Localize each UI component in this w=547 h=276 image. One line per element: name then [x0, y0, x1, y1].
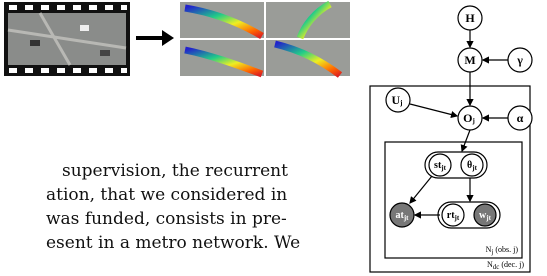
- node-label: H: [465, 11, 475, 25]
- node-label: α: [517, 111, 524, 125]
- plate-label: Ndc(dec. j): [487, 260, 524, 271]
- text-line: ation, that we considered in: [46, 185, 287, 205]
- node-labels: H M γ Uj Oj α stjt θjt atjt rtjt wjt Nj(…: [391, 11, 524, 271]
- graphical-model: [370, 6, 532, 272]
- node-label: M: [464, 53, 475, 67]
- result-grid: [180, 2, 350, 76]
- text-line: esent in a metro network. We: [46, 233, 300, 253]
- film-strip: [4, 2, 130, 76]
- node-label: γ: [516, 53, 523, 67]
- text-line: was funded, consists in pre-: [46, 209, 287, 229]
- page: supervision, the recurrent ation, that w…: [0, 0, 547, 276]
- text-line: supervision, the recurrent: [62, 161, 288, 181]
- plate-label: Nj(obs. j): [486, 245, 519, 256]
- arrow-head: [162, 30, 174, 46]
